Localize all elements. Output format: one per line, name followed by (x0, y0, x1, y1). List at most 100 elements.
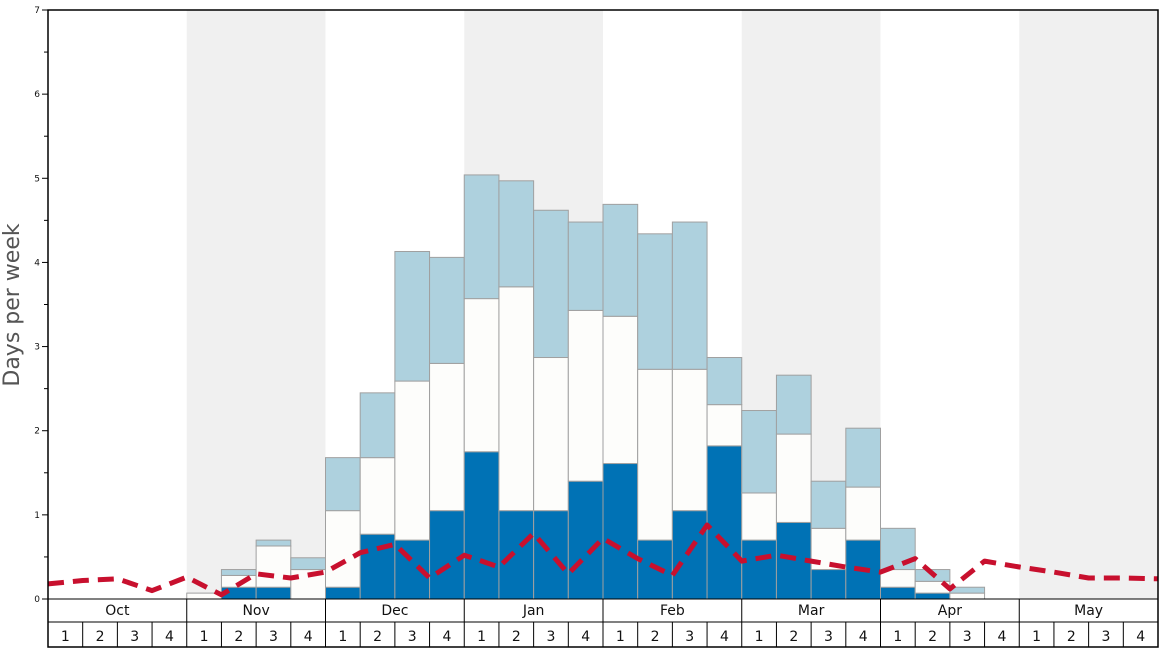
week-label-mar-2: 2 (789, 629, 798, 645)
bar-segment-1-col-7 (255, 586, 292, 600)
bar-segment-1-col-23 (810, 569, 847, 600)
bar-segment-1-col-16 (567, 480, 604, 600)
bar-segment-2-col-27 (949, 592, 986, 600)
bar-segment-3-col-25 (880, 527, 916, 571)
week-label-oct-4: 4 (165, 629, 174, 645)
week-label-jan-3: 3 (547, 629, 556, 645)
bar-segment-1-col-9 (325, 586, 361, 600)
month-shade-may (1019, 10, 1158, 599)
bar-segment-3-col-20 (706, 357, 743, 406)
week-label-mar-4: 4 (859, 629, 868, 645)
bar-segment-3-col-18 (637, 233, 673, 370)
bar-segment-1-col-15 (533, 510, 569, 600)
bar-segment-3-col-8 (290, 557, 326, 571)
bar-segment-3-col-13 (463, 174, 500, 300)
week-label-may-4: 4 (1136, 629, 1145, 645)
month-label-nov: Nov (242, 603, 269, 619)
bar-segment-2-col-24 (845, 486, 881, 541)
bar-segment-2-col-11 (394, 380, 431, 541)
bar-segment-1-col-21 (741, 539, 777, 600)
week-label-feb-1: 1 (616, 629, 625, 645)
week-label-nov-2: 2 (234, 629, 243, 645)
month-label-feb: Feb (660, 603, 685, 619)
month-label-jan: Jan (522, 603, 545, 619)
average-line (47, 522, 1159, 598)
bar-segment-3-col-27 (949, 586, 986, 594)
month-shade-nov (186, 10, 326, 599)
week-label-may-2: 2 (1067, 629, 1076, 645)
month-label-dec: Dec (381, 603, 408, 619)
bar-segment-2-col-9 (325, 510, 361, 588)
week-label-dec-3: 3 (408, 629, 417, 645)
week-label-may-1: 1 (1032, 629, 1041, 645)
bar-segment-3-col-16 (567, 221, 604, 311)
bar-segment-3-col-19 (671, 221, 708, 370)
bar-segment-1-col-17 (602, 463, 639, 600)
bar-segment-2-col-7 (255, 545, 292, 588)
bar-segment-3-col-21 (741, 410, 777, 494)
week-label-jan-2: 2 (512, 629, 521, 645)
month-label-oct: Oct (105, 603, 130, 619)
bar-segment-3-col-7 (255, 539, 292, 547)
bar-segment-3-col-12 (429, 256, 465, 364)
bar-segment-2-col-21 (741, 492, 777, 541)
week-label-dec-2: 2 (373, 629, 382, 645)
bar-segment-1-col-25 (880, 586, 916, 600)
week-label-feb-2: 2 (651, 629, 660, 645)
bar-segment-3-col-10 (359, 392, 396, 459)
y-tick-label-3: 3 (34, 343, 40, 353)
week-label-apr-2: 2 (928, 629, 937, 645)
week-label-feb-3: 3 (685, 629, 694, 645)
bar-segment-2-col-17 (602, 315, 639, 465)
week-label-oct-1: 1 (61, 629, 70, 645)
y-tick-label-4: 4 (34, 258, 40, 268)
month-label-mar: Mar (798, 603, 825, 619)
bar-segment-3-col-9 (325, 457, 361, 512)
month-label-apr: Apr (938, 603, 962, 619)
week-label-oct-3: 3 (130, 629, 139, 645)
y-tick-label-7: 7 (34, 6, 40, 16)
y-tick-label-6: 6 (34, 90, 40, 100)
month-label-may: May (1074, 603, 1103, 619)
bar-segment-1-col-12 (429, 510, 465, 600)
bar-segment-2-col-19 (671, 368, 708, 512)
week-label-may-3: 3 (1102, 629, 1111, 645)
week-label-dec-1: 1 (338, 629, 347, 645)
week-label-nov-3: 3 (269, 629, 278, 645)
bar-segment-3-col-6 (220, 569, 257, 576)
bar-segment-1-col-26 (914, 592, 951, 600)
bar-segment-3-col-24 (845, 427, 881, 488)
bar-segment-3-col-15 (533, 209, 569, 359)
bar-segment-1-col-19 (671, 510, 708, 600)
bar-segment-2-col-16 (567, 309, 604, 482)
bar-segment-2-col-14 (498, 286, 535, 512)
y-axis-label: Days per week (0, 223, 25, 386)
week-label-apr-1: 1 (893, 629, 902, 645)
bar-segment-3-col-23 (810, 480, 847, 529)
week-label-mar-3: 3 (824, 629, 833, 645)
y-tick-label-5: 5 (34, 174, 40, 184)
week-label-mar-1: 1 (755, 629, 764, 645)
bar-segment-3-col-17 (602, 203, 639, 317)
axis-layer: 0 1 2 3 4 5 6 7 Oct 1 2 3 4 Nov 1 2 3 4 Dec 1 2 3 4 Jan 1 2 3 4 Feb 1… (34, 6, 1159, 648)
bar-segment-1-col-14 (498, 510, 535, 600)
trend-line-layer (47, 522, 1159, 598)
bar-segment-2-col-15 (533, 357, 569, 512)
bar-segment-3-col-14 (498, 180, 535, 288)
bar-segment-2-col-18 (637, 368, 673, 541)
bar-segment-2-col-13 (463, 298, 500, 453)
bar-segment-3-col-11 (394, 250, 431, 382)
week-label-apr-4: 4 (997, 629, 1006, 645)
bar-segment-2-col-22 (775, 433, 812, 523)
week-label-feb-4: 4 (720, 629, 729, 645)
bar-segment-2-col-20 (706, 404, 743, 447)
bar-segment-2-col-12 (429, 362, 465, 512)
week-label-oct-2: 2 (96, 629, 105, 645)
y-tick-label-2: 2 (34, 427, 40, 437)
bar-segment-3-col-22 (775, 374, 812, 435)
week-label-dec-4: 4 (442, 629, 451, 645)
week-label-jan-1: 1 (477, 629, 486, 645)
week-label-nov-1: 1 (200, 629, 209, 645)
week-label-apr-3: 3 (963, 629, 972, 645)
